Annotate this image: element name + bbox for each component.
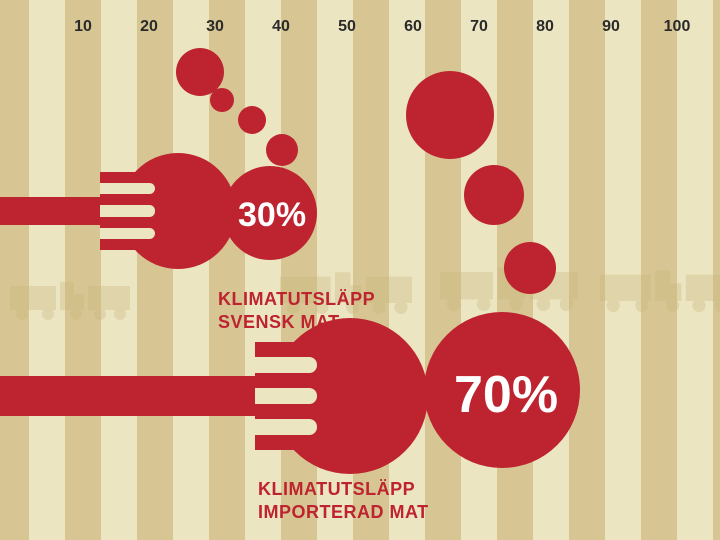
- truck-icon: [10, 280, 130, 329]
- axis-tick: 40: [272, 18, 290, 36]
- axis-tick: 10: [74, 18, 92, 36]
- large-bubble: [406, 71, 494, 159]
- small-prong-gap: [100, 205, 155, 216]
- axis-tick: 60: [404, 18, 422, 36]
- large-prong-gap: [255, 357, 317, 372]
- axis-tick: 90: [602, 18, 620, 36]
- truck-icon: [600, 268, 720, 322]
- small-prong-gap: [100, 228, 155, 239]
- small-bubble: [238, 106, 266, 134]
- large-prong-gap: [255, 388, 317, 403]
- infographic-stage: 10203040506070809010030%KLIMATUTSLÄPP SV…: [0, 0, 720, 540]
- axis-tick: 50: [338, 18, 356, 36]
- small-bubble: [176, 48, 224, 96]
- large-handle: [0, 376, 268, 416]
- small-prong-gap: [100, 183, 155, 194]
- bg-stripe: [65, 0, 101, 540]
- bg-stripe: [0, 0, 29, 540]
- axis-tick: 100: [664, 18, 691, 36]
- axis-tick: 80: [536, 18, 554, 36]
- large-prong-gap: [255, 419, 317, 434]
- large-bubble: [504, 242, 556, 294]
- axis-tick: 30: [206, 18, 224, 36]
- large-caption: KLIMATUTSLÄPP IMPORTERAD MAT: [258, 478, 429, 523]
- small-handle: [0, 197, 110, 225]
- large-percent: 70%: [454, 365, 558, 425]
- axis-tick: 20: [140, 18, 158, 36]
- bg-stripe: [137, 0, 173, 540]
- small-bubble: [266, 134, 298, 166]
- axis-tick: 70: [470, 18, 488, 36]
- large-bubble: [464, 165, 524, 225]
- small-percent: 30%: [238, 196, 306, 235]
